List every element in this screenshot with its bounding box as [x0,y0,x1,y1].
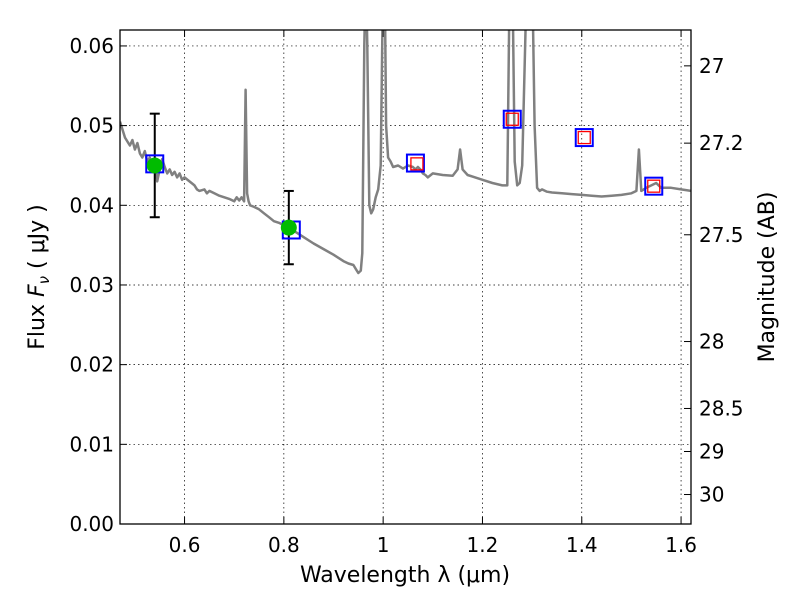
detection-point [146,157,163,174]
y2-tick-label: 27.5 [699,223,744,247]
model-bandpass-marker [502,109,522,129]
x-tick-label: 0.8 [268,533,300,557]
axis-ticks: 0.6 0.8 1 1.2 1.4 1.6 0.00 0.01 0.02 0.03 0.04 0.05… [69,30,744,557]
x-tick-label: 0.6 [169,533,201,557]
sed-model-line [120,30,691,275]
y2-tick-label: 28 [699,330,724,354]
detection-point [280,219,297,236]
y-axis-label-unit: ( μJy ) [25,204,50,276]
model-bandpass-marker [574,128,594,148]
grid-lines [120,30,691,525]
y-axis-label: Flux Fν ( μJy ) [25,204,53,349]
nondetection-marker [577,130,591,145]
y-tick-label: 0.01 [69,432,114,456]
x-axis-label: Wavelength λ (μm) [300,563,510,588]
y2-tick-label: 28.5 [699,396,744,420]
model-bandpass-marker [644,176,664,196]
nondetection-marker [505,112,519,126]
nondetection-marker [410,157,424,171]
y-axis-label-prefix: Flux [25,297,50,350]
x-tick-label: 1.2 [467,533,499,557]
y-tick-label: 0.03 [69,273,114,297]
plot-area [120,30,691,275]
y-axis-label-symbol: F [25,284,50,297]
y-tick-label: 0.04 [69,193,114,217]
nondetection-marker [647,179,661,193]
y2-tick-label: 29 [699,439,724,463]
y2-axis-label: Magnitude (AB) [755,192,780,363]
y-tick-label: 0.05 [69,114,114,138]
y-axis-label-subscript: ν [35,276,53,284]
model-bandpass-marker [405,153,425,173]
plot-frame [119,29,692,525]
y-tick-label: 0.02 [69,353,114,377]
y2-tick-label: 30 [699,483,724,507]
y-tick-label: 0.00 [69,512,114,536]
y-tick-label: 0.06 [69,34,114,58]
x-tick-label: 1.4 [566,533,598,557]
x-tick-label: 1.6 [665,533,697,557]
y2-tick-label: 27.2 [699,131,744,155]
x-tick-label: 1 [377,533,390,557]
y2-tick-label: 27 [699,54,724,78]
